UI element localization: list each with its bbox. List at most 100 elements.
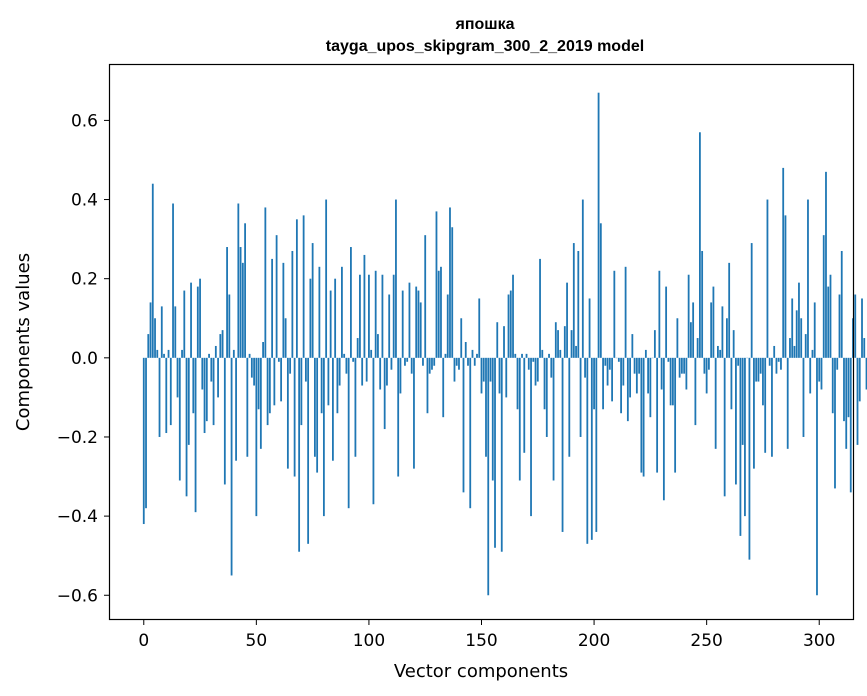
- bar-232: [665, 286, 668, 358]
- bar-146: [471, 349, 474, 358]
- bar-109: [388, 294, 391, 358]
- bar-230: [660, 357, 663, 390]
- bar-1: [145, 357, 147, 509]
- bar-310: [840, 250, 843, 358]
- bar-298: [813, 302, 816, 358]
- bar-313: [847, 357, 850, 418]
- bar-295: [807, 199, 809, 358]
- bar-153: [487, 357, 490, 596]
- bar-229: [658, 270, 661, 358]
- bar-97: [361, 357, 364, 386]
- bar-124: [422, 357, 424, 366]
- bar-57: [271, 258, 274, 358]
- bar-212: [620, 357, 622, 414]
- bar-114: [399, 357, 402, 394]
- bar-90: [345, 357, 348, 374]
- bar-16: [178, 357, 181, 481]
- bar-129: [433, 357, 436, 366]
- bar-191: [572, 243, 575, 358]
- bar-75: [311, 243, 314, 358]
- bar-266: [741, 357, 744, 445]
- bar-136: [449, 207, 451, 358]
- bar-68: [295, 219, 298, 358]
- bar-300: [818, 357, 821, 382]
- bar-301: [820, 357, 823, 390]
- bar-198: [588, 298, 591, 358]
- ticks-group: 0 50 100 150 200 250 300 −0.6 −0.4 −0.2 0.0 0.2 0.4 0…: [57, 111, 836, 651]
- bar-135: [446, 294, 449, 358]
- bar-251: [708, 357, 710, 370]
- bar-160: [503, 326, 505, 358]
- bar-8: [160, 306, 163, 358]
- bar-287: [789, 338, 791, 358]
- bar-122: [417, 290, 420, 358]
- bar-100: [368, 274, 370, 358]
- bar-59: [275, 235, 278, 358]
- bar-259: [726, 318, 728, 358]
- bar-183: [554, 322, 557, 358]
- bar-15: [176, 357, 179, 398]
- bar-179: [545, 357, 548, 437]
- bar-320: [863, 338, 866, 358]
- bar-19: [185, 357, 188, 497]
- x-tick-label-0: 0: [138, 631, 149, 651]
- bar-54: [264, 207, 267, 358]
- bar-35: [221, 330, 224, 358]
- bar-219: [635, 357, 638, 394]
- bar-299: [816, 357, 818, 596]
- bar-178: [543, 357, 546, 410]
- bar-128: [431, 357, 433, 370]
- bar-250: [705, 357, 708, 394]
- bars-group: [142, 92, 867, 596]
- bar-241: [685, 357, 688, 390]
- bar-213: [622, 357, 625, 386]
- bar-169: [523, 357, 526, 453]
- bar-209: [613, 270, 616, 358]
- bar-138: [453, 357, 456, 382]
- bar-88: [341, 266, 343, 358]
- bar-228: [656, 357, 659, 473]
- bar-244: [692, 302, 695, 358]
- bar-33: [217, 357, 219, 398]
- bar-117: [406, 357, 409, 362]
- bar-277: [766, 199, 769, 358]
- bar-3: [149, 302, 152, 358]
- bar-200: [593, 357, 595, 410]
- bar-87: [338, 357, 341, 386]
- bar-110: [390, 357, 393, 370]
- bar-37: [226, 247, 228, 358]
- bar-216: [629, 357, 631, 398]
- bar-262: [732, 330, 735, 358]
- bar-309: [838, 294, 841, 358]
- bar-23: [194, 357, 197, 513]
- bar-321: [865, 357, 867, 390]
- bar-270: [750, 243, 753, 358]
- bar-167: [518, 357, 521, 481]
- bar-246: [696, 338, 699, 358]
- bar-111: [392, 274, 395, 358]
- bar-151: [482, 357, 485, 382]
- bar-154: [489, 357, 492, 382]
- bar-275: [762, 357, 764, 406]
- bar-50: [255, 357, 258, 517]
- bar-77: [316, 357, 319, 473]
- bar-4: [151, 183, 154, 358]
- bar-184: [557, 330, 559, 358]
- bar-112: [395, 199, 397, 358]
- bar-227: [653, 330, 656, 358]
- bar-72: [304, 357, 307, 382]
- bar-292: [800, 318, 803, 358]
- bar-168: [521, 353, 523, 358]
- bar-38: [228, 294, 231, 358]
- bar-36: [223, 357, 226, 485]
- bar-271: [753, 357, 755, 469]
- bar-215: [626, 357, 629, 422]
- bar-254: [714, 357, 717, 449]
- bar-52: [259, 357, 262, 449]
- bar-79: [320, 357, 323, 414]
- bar-84: [332, 357, 334, 461]
- bar-305: [829, 274, 832, 358]
- bar-222: [642, 357, 645, 477]
- bar-237: [676, 318, 679, 358]
